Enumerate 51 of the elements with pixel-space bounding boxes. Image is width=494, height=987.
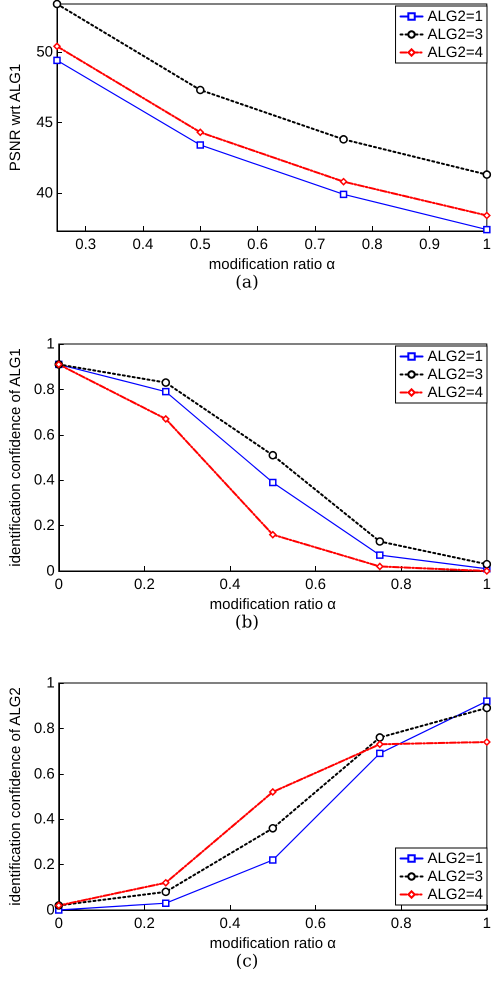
y-axis-title: identification confidence of ALG2 (7, 687, 24, 906)
y-tick-label: 1 (46, 336, 55, 352)
y-tick-label: 40 (36, 184, 53, 202)
x-axis-title: modification ratio α (210, 596, 336, 613)
y-tick-label: 0.2 (34, 517, 55, 534)
y-tick-label: 0.4 (34, 810, 55, 828)
x-tick-label: 0.2 (134, 915, 155, 932)
legend-label: ALG2=3 (428, 366, 484, 383)
y-tick-label: 0 (46, 562, 55, 580)
x-tick-label: 0.9 (419, 236, 440, 253)
legend-label: ALG2=1 (428, 850, 484, 867)
y-tick-label: 0.8 (34, 380, 55, 398)
text: (a) (235, 272, 259, 292)
x-tick-label: 0.6 (305, 915, 326, 932)
legend-label: ALG2=4 (428, 44, 484, 61)
y-tick-label: 0.8 (34, 720, 55, 737)
legend-label: ALG2=4 (428, 384, 484, 401)
y-axis-title: identification confidence of ALG1 (7, 348, 24, 567)
x-tick-label: 0.3 (75, 236, 96, 253)
legend-label: ALG2=4 (428, 886, 484, 903)
x-axis-title: modification ratio α (208, 256, 336, 273)
text: (c) (236, 952, 258, 972)
x-tick-label: 0.2 (134, 576, 155, 593)
y-tick-label: 0.6 (34, 765, 55, 782)
y-tick-label: 50 (36, 43, 53, 60)
x-tick-label: 1 (482, 576, 491, 593)
y-tick-label: 0.4 (34, 472, 55, 489)
x-tick-label: 0.4 (132, 236, 154, 253)
y-tick-label: 0.2 (34, 856, 55, 874)
x-tick-label: 0.5 (190, 236, 211, 253)
y-tick-label: 45 (36, 114, 53, 131)
y-tick-label: 0 (46, 902, 55, 918)
x-tick-label: 0.7 (304, 236, 326, 253)
legend-label: ALG2=1 (428, 348, 484, 365)
x-tick-label: 0.6 (247, 236, 268, 253)
x-tick-label: 1 (482, 236, 491, 253)
y-axis-title: PSNR wrt ALG1 (7, 64, 24, 172)
legend-label: ALG2=1 (428, 8, 484, 25)
x-axis-title: modification ratio α (210, 934, 336, 952)
x-tick-label: 0.4 (220, 576, 240, 593)
x-tick-label: 0.8 (362, 236, 383, 253)
x-tick-label: 0.8 (390, 915, 412, 932)
legend-label: ALG2=3 (428, 868, 484, 885)
legend-label: ALG2=3 (428, 26, 484, 43)
y-tick-label: 0.6 (34, 426, 55, 444)
x-tick-label: 0.4 (220, 915, 240, 932)
y-tick-label: 1 (46, 674, 55, 692)
text: (b) (234, 612, 260, 632)
x-tick-label: 1 (482, 915, 491, 932)
x-tick-label: 0.6 (305, 576, 326, 593)
x-tick-label: 0.8 (390, 576, 412, 593)
